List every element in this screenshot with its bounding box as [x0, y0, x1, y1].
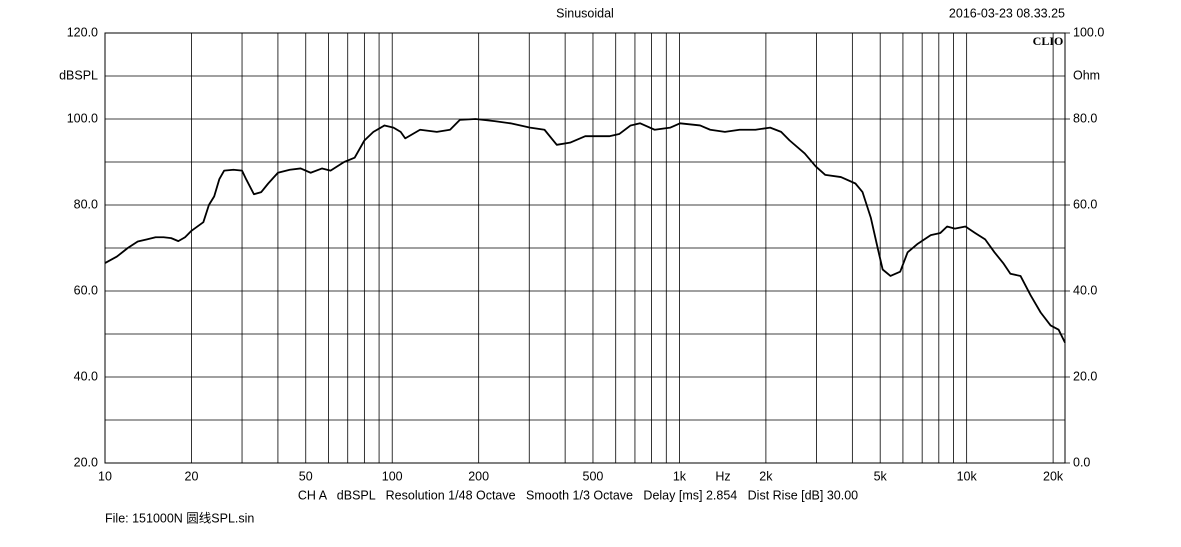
y-tick-label: 120.0 [67, 25, 98, 39]
y2-tick-label: 100.0 [1073, 25, 1104, 39]
x-tick-label: 200 [468, 469, 489, 483]
y2-tick-label: 80.0 [1073, 111, 1097, 125]
y2-tick-label: 20.0 [1073, 369, 1097, 383]
footer: CH A dBSPL Resolution 1/48 Octave Smooth… [298, 488, 858, 502]
y-tick-label: 100.0 [67, 111, 98, 125]
x-tick-label: 500 [583, 469, 604, 483]
timestamp: 2016-03-23 08.33.25 [949, 6, 1065, 20]
x-tick-label: 20 [185, 469, 199, 483]
y2-tick-label: 60.0 [1073, 197, 1097, 211]
y-tick-label: 80.0 [74, 197, 98, 211]
x-tick-label: 50 [299, 469, 313, 483]
x-tick-label: 20k [1043, 469, 1064, 483]
response-curve [104, 118, 1066, 343]
x-axis-label: Hz [715, 469, 730, 483]
x-tick-label: 2k [759, 469, 773, 483]
y2-axis-label: Ohm [1073, 68, 1100, 82]
x-tick-label: 10k [957, 469, 978, 483]
y2-tick-label: 0.0 [1073, 455, 1090, 469]
x-tick-label: 10 [98, 469, 112, 483]
file-name: File: 151000N 圆线SPL.sin [105, 511, 254, 525]
x-tick-label: 100 [382, 469, 403, 483]
x-tick-label: 5k [874, 469, 888, 483]
chart-title: Sinusoidal [556, 6, 614, 20]
x-tick-label: 1k [673, 469, 687, 483]
y-tick-label: 60.0 [74, 283, 98, 297]
y-tick-label: 20.0 [74, 455, 98, 469]
y-axis-label: dBSPL [59, 68, 98, 82]
y-tick-label: 40.0 [74, 369, 98, 383]
logo: CLIO [1033, 34, 1064, 48]
y2-tick-label: 40.0 [1073, 283, 1097, 297]
